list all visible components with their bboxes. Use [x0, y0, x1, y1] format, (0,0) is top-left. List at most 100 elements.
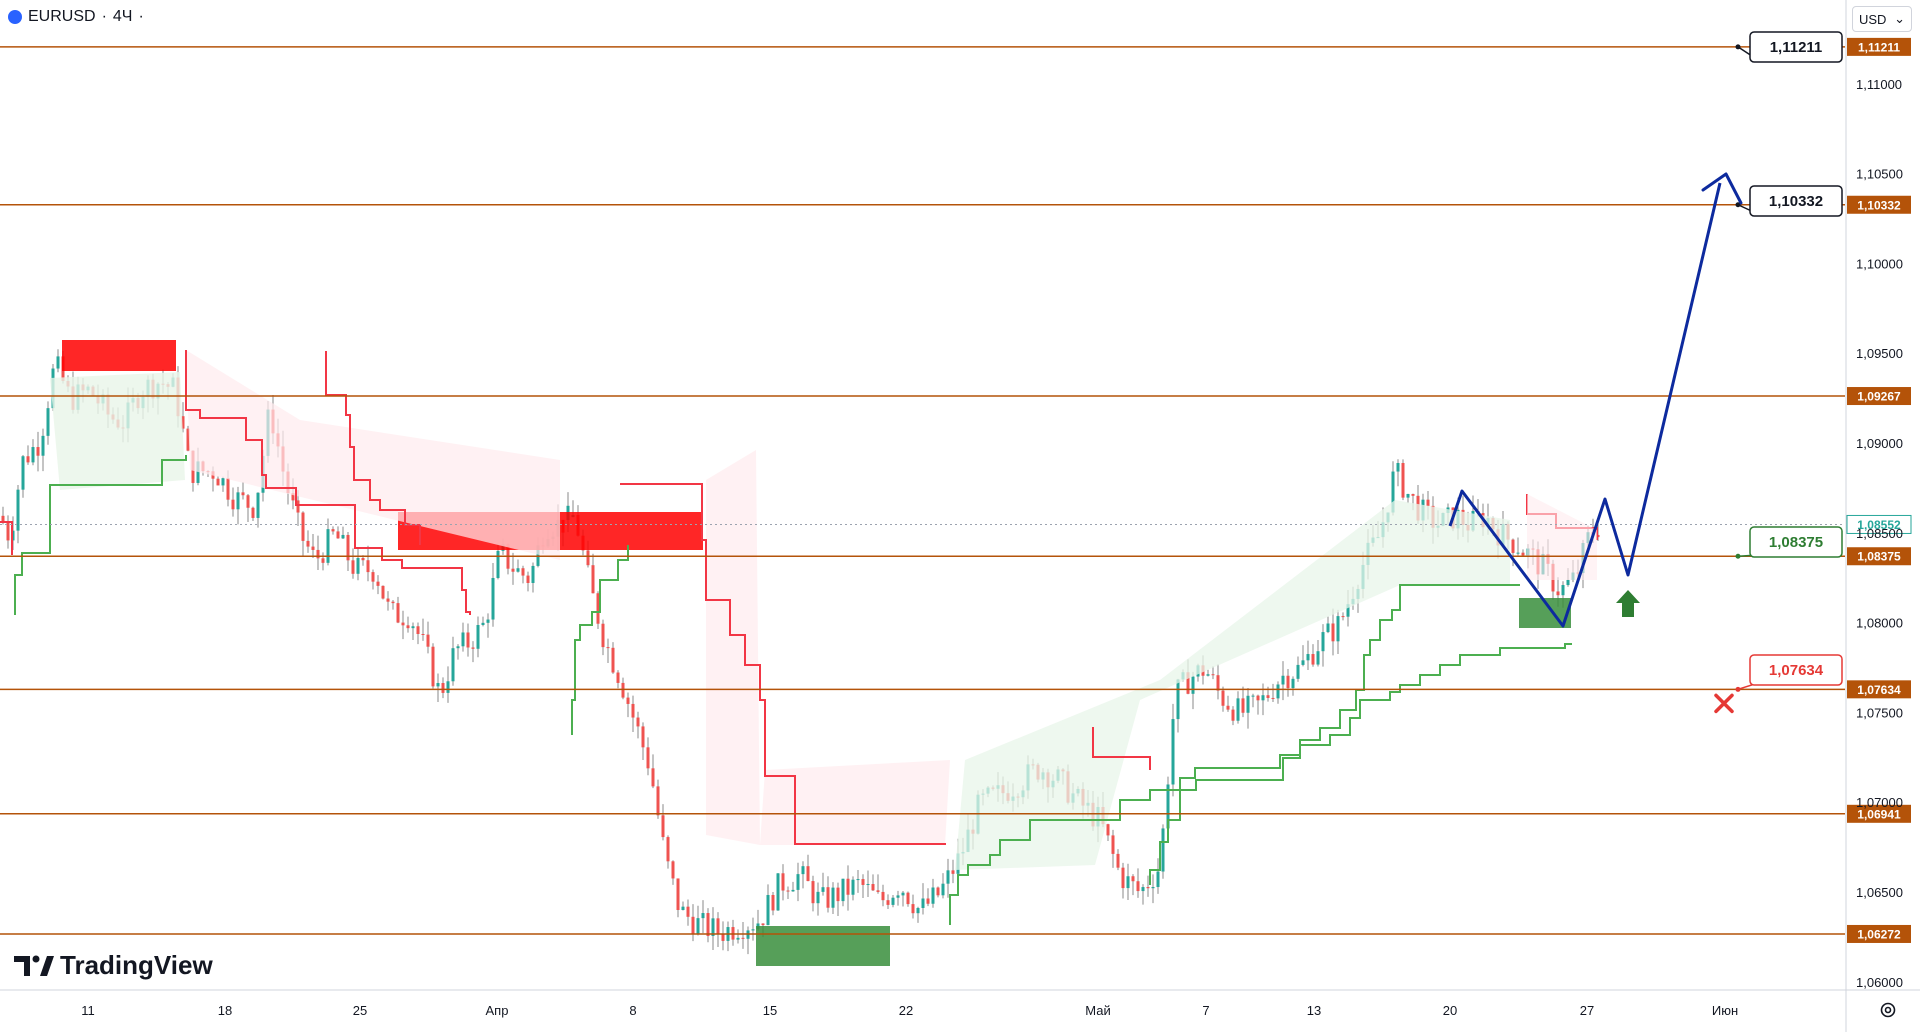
candle-body — [856, 879, 860, 881]
candle-body — [1176, 679, 1180, 720]
candle-body — [196, 461, 200, 483]
candle-body — [1261, 695, 1265, 701]
candle-body — [1246, 695, 1250, 713]
callout-anchor — [1735, 553, 1741, 559]
candle-body — [596, 593, 600, 624]
candle-body — [741, 937, 745, 939]
candle-body — [466, 632, 470, 648]
candle-body — [641, 726, 645, 748]
candle-body — [761, 923, 765, 926]
candle-body — [1161, 828, 1165, 872]
x-tick-label: 8 — [629, 1003, 636, 1018]
candle-body — [376, 581, 380, 586]
candle-body — [231, 499, 235, 510]
candle-body — [816, 891, 820, 904]
candle-body — [511, 568, 515, 572]
stop-cross-icon — [1714, 693, 1734, 714]
candle-body — [696, 918, 700, 935]
header-separator: · — [101, 8, 107, 25]
y-tick-label: 1,08500 — [1856, 526, 1903, 541]
candle-body — [676, 878, 680, 911]
candle-body — [16, 489, 20, 531]
candle-body — [1396, 463, 1400, 472]
candle-body — [841, 878, 845, 902]
candle-body — [1111, 835, 1115, 854]
candle-body — [356, 558, 360, 574]
candle-body — [521, 568, 525, 576]
candle-body — [246, 495, 250, 508]
gear-icon[interactable] — [1878, 1000, 1898, 1020]
trail-line-down — [0, 521, 13, 555]
candle-body — [346, 534, 350, 561]
candle-body — [1321, 632, 1325, 652]
candle-body — [776, 873, 780, 911]
symbol-header[interactable]: EURUSD · 4Ч · — [8, 8, 144, 26]
callout-box — [1749, 185, 1843, 217]
tradingview-logo[interactable]: TradingView — [14, 950, 213, 981]
level-price-tag — [1847, 680, 1911, 699]
candle-body — [661, 815, 665, 838]
candle-body — [456, 646, 460, 649]
candle-body — [1401, 463, 1405, 498]
candle-body — [861, 879, 865, 885]
candle-body — [631, 703, 635, 718]
level-price-label: 1,08375 — [1857, 550, 1901, 564]
candle-body — [441, 683, 445, 693]
candle-body — [241, 492, 245, 496]
trail-fill-down-4 — [1527, 494, 1597, 580]
candle-body — [1266, 695, 1270, 698]
candle-body — [366, 560, 370, 573]
candle-body — [531, 565, 535, 583]
y-tick-label: 1,07500 — [1856, 705, 1903, 720]
candle-body — [431, 646, 435, 687]
level-price-tag — [1847, 195, 1911, 214]
candle-body — [351, 560, 355, 574]
candle-body — [771, 894, 775, 911]
candle-body — [586, 550, 590, 566]
candle-body — [341, 534, 345, 539]
trail-line-down-4 — [620, 483, 946, 845]
candle-body — [476, 624, 480, 649]
callout-anchor — [1735, 44, 1741, 50]
candle-body — [396, 603, 400, 623]
candle-body — [181, 416, 185, 429]
candle-body — [1206, 674, 1210, 676]
candle-body — [311, 546, 315, 550]
candle-body — [321, 558, 325, 563]
trail-line-up-2 — [571, 545, 629, 735]
level-price-label: 1,06272 — [1857, 927, 1901, 941]
brand-name: TradingView — [60, 950, 213, 980]
candle-body — [1236, 698, 1240, 721]
candle-body — [916, 907, 920, 914]
trail-fill-down-2 — [706, 450, 760, 845]
candle-body — [786, 890, 790, 892]
candle-body — [1, 515, 5, 523]
chevron-down-icon: ⌄ — [1894, 11, 1905, 26]
currency-select[interactable]: USD ⌄ — [1852, 6, 1912, 32]
candle-body — [801, 866, 805, 875]
candle-body — [1566, 579, 1570, 586]
x-tick-label: Май — [1085, 1003, 1110, 1018]
candle-body — [656, 786, 660, 816]
y-tick-label: 1,11000 — [1856, 77, 1902, 92]
level-price-tag — [1847, 547, 1911, 566]
level-price-label: 1,10332 — [1857, 198, 1901, 212]
candle-body — [1231, 709, 1235, 721]
candle-body — [371, 572, 375, 582]
level-price-label: 1,11211 — [1858, 40, 1900, 54]
buy-arrow-icon — [1616, 590, 1640, 617]
candle-body — [751, 929, 755, 931]
candle-body — [186, 428, 190, 451]
candle-body — [796, 874, 800, 890]
trail-line-down-2 — [185, 350, 471, 615]
candle-body — [601, 623, 605, 648]
x-tick-label: 18 — [218, 1003, 232, 1018]
candle-body — [591, 565, 595, 594]
candle-body — [251, 507, 255, 518]
candle-body — [391, 601, 395, 604]
candle-body — [1216, 675, 1220, 691]
candle-body — [1241, 698, 1245, 713]
candle-body — [616, 672, 620, 683]
candle-body — [1406, 493, 1410, 498]
